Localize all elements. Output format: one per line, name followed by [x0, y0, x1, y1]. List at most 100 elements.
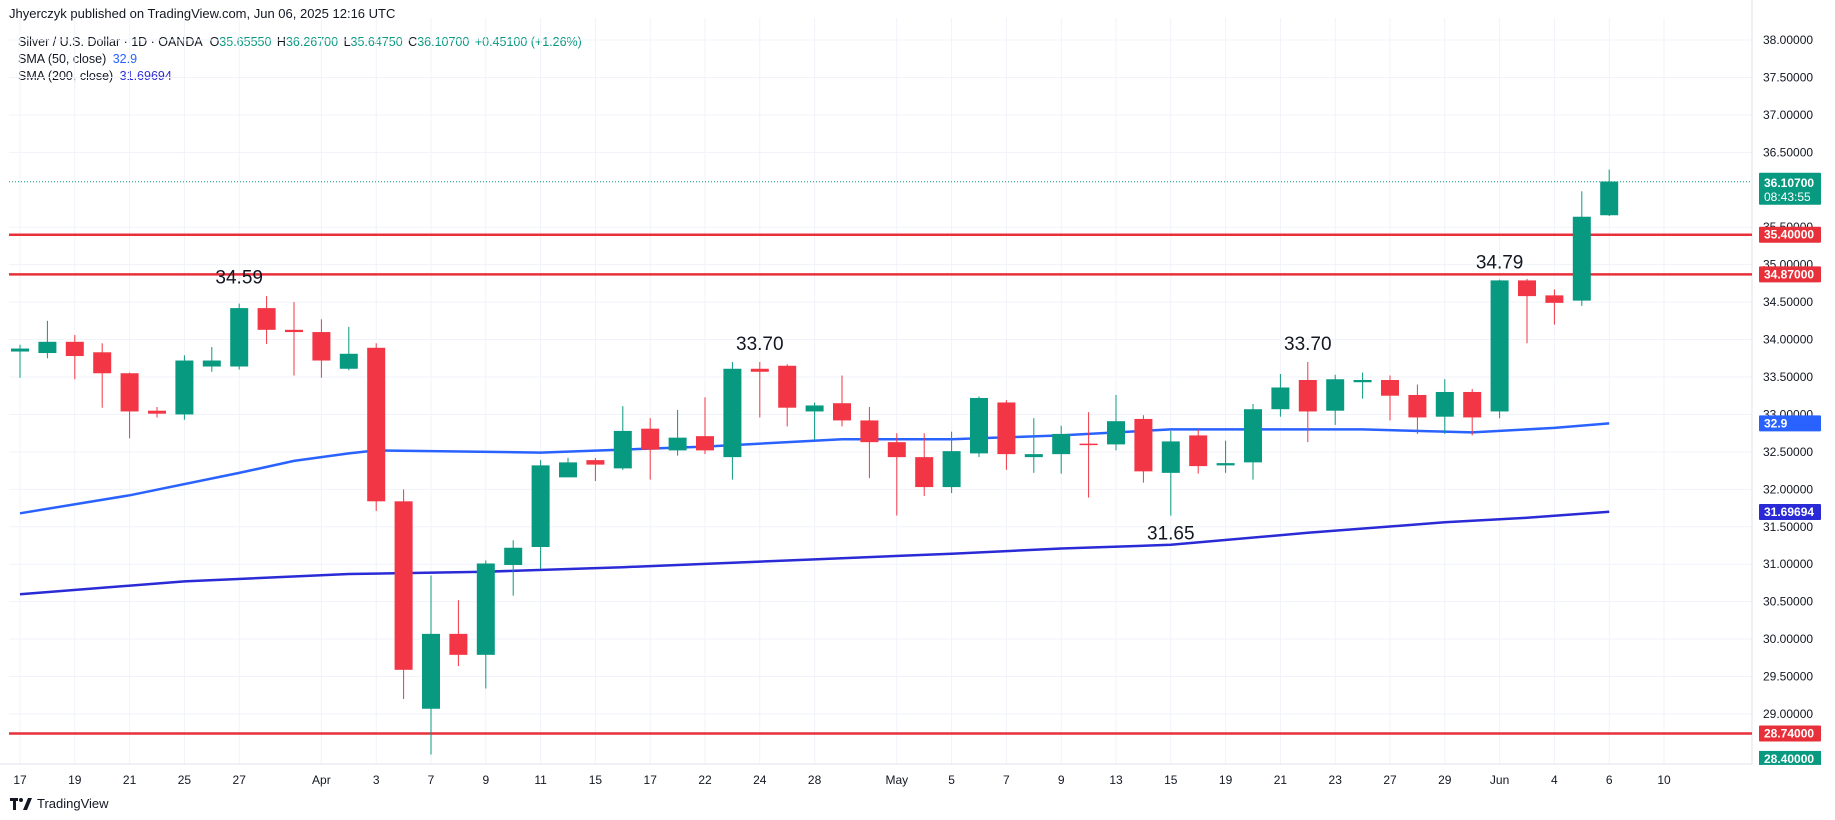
y-tick-label: 37.00000: [1763, 108, 1813, 122]
hline-price-tag-label: 35.40000: [1764, 228, 1814, 242]
legend-sma200-row[interactable]: SMA (200, close) 31.69694: [18, 68, 582, 85]
y-tick-label: 31.00000: [1763, 557, 1813, 571]
candle-body[interactable]: [750, 368, 769, 372]
x-tick-label: 11: [534, 773, 547, 787]
candle-body[interactable]: [641, 428, 660, 450]
y-tick-label: 38.00000: [1763, 33, 1813, 47]
candle-body[interactable]: [148, 410, 166, 414]
candle-body[interactable]: [778, 365, 797, 408]
candle-body[interactable]: [367, 347, 386, 502]
candle-body[interactable]: [1353, 379, 1372, 383]
candle-body[interactable]: [1518, 280, 1536, 297]
hline-price-tag-bg: [1759, 266, 1821, 283]
candle-body[interactable]: [997, 402, 1016, 455]
candle-body[interactable]: [586, 460, 605, 465]
x-tick-label: 21: [1274, 773, 1288, 787]
y-tick-label: 32.00000: [1763, 482, 1813, 496]
low-price-tag-label: 28.40000: [1764, 752, 1814, 766]
sma200-price-tag-label: 31.69694: [1764, 505, 1814, 519]
candle-body[interactable]: [613, 430, 632, 469]
candle-body[interactable]: [422, 633, 440, 709]
candle-body[interactable]: [696, 436, 714, 451]
candle-body[interactable]: [833, 403, 851, 421]
published-line: Jhyerczyk published on TradingView.com, …: [9, 6, 396, 21]
sma200-label: SMA (200, close): [18, 69, 114, 83]
candle-body[interactable]: [559, 462, 577, 478]
open-value: 35.65550: [219, 35, 272, 49]
candle-body[interactable]: [312, 332, 331, 361]
candle-body[interactable]: [1161, 441, 1180, 473]
y-tick-label: 29.00000: [1763, 707, 1813, 721]
candle-body[interactable]: [668, 437, 687, 451]
candle-body[interactable]: [339, 353, 358, 369]
candle-body[interactable]: [1271, 387, 1290, 410]
candle-body[interactable]: [1408, 394, 1427, 418]
x-tick-label: 15: [1164, 773, 1178, 787]
candle-body[interactable]: [887, 442, 906, 458]
candle-body[interactable]: [1107, 421, 1125, 445]
candle-body[interactable]: [230, 308, 249, 367]
price-annotation: 34.79: [1476, 252, 1524, 273]
candle-body[interactable]: [1435, 391, 1454, 417]
candle-body[interactable]: [11, 348, 29, 352]
candle-body[interactable]: [1244, 409, 1262, 463]
candle-body[interactable]: [285, 329, 303, 333]
candle-body[interactable]: [942, 451, 961, 488]
candle-body[interactable]: [1572, 216, 1591, 301]
high-label: H: [276, 35, 286, 49]
price-annotation: 31.65: [1147, 524, 1195, 545]
candle-body[interactable]: [257, 308, 276, 330]
price-annotation: 33.70: [1284, 334, 1332, 355]
x-tick-label: 17: [644, 773, 658, 787]
candle-body[interactable]: [1490, 280, 1509, 412]
candle-body[interactable]: [38, 341, 57, 354]
candle-body[interactable]: [1079, 443, 1098, 446]
hline-price-tag-label: 34.87000: [1764, 267, 1814, 281]
candle-body[interactable]: [1463, 391, 1482, 418]
candle-body[interactable]: [394, 501, 413, 670]
x-tick-label: 23: [1329, 773, 1343, 787]
candle-body[interactable]: [1216, 463, 1235, 466]
candle-body[interactable]: [202, 360, 221, 367]
low-price-tag-bg: [1759, 750, 1821, 765]
y-tick-label: 36.50000: [1763, 145, 1813, 159]
tradingview-brand[interactable]: TradingView: [10, 796, 109, 811]
open-label: O: [209, 35, 220, 49]
candle-body[interactable]: [65, 341, 84, 357]
candle-body[interactable]: [970, 397, 988, 454]
candle-body[interactable]: [531, 465, 550, 547]
candle-body[interactable]: [1381, 379, 1399, 396]
candle-body[interactable]: [449, 633, 468, 655]
candle-body[interactable]: [1600, 181, 1619, 216]
legend-ohlc-row: Silver / U.S. Dollar · 1D · OANDA O35.65…: [18, 34, 582, 51]
y-tick-label: 30.50000: [1763, 595, 1813, 609]
price-annotation: 33.70: [736, 334, 784, 355]
candle-body[interactable]: [476, 563, 495, 655]
sma200-value: 31.69694: [119, 69, 172, 83]
candle-body[interactable]: [1189, 435, 1208, 467]
candle-body[interactable]: [805, 405, 824, 412]
candle-body[interactable]: [1134, 418, 1153, 472]
candle-body[interactable]: [860, 420, 879, 443]
candle-body[interactable]: [93, 352, 112, 374]
hline-price-tag-bg: [1759, 226, 1821, 243]
candle-body[interactable]: [120, 373, 139, 412]
candle-body[interactable]: [175, 360, 194, 415]
candle-body[interactable]: [504, 547, 523, 565]
legend-sma50-row[interactable]: SMA (50, close) 32.9: [18, 51, 582, 68]
y-tick-label: 34.50000: [1763, 295, 1813, 309]
sma50-price-tag-bg: [1759, 415, 1821, 432]
x-tick-label: 15: [589, 773, 603, 787]
candle-body[interactable]: [1298, 379, 1317, 412]
sma50-line[interactable]: [19, 422, 1610, 515]
candle-body[interactable]: [1052, 433, 1071, 455]
candle-body[interactable]: [1326, 379, 1345, 411]
symbol-label[interactable]: Silver / U.S. Dollar · 1D · OANDA: [18, 35, 203, 49]
sma200-line[interactable]: [19, 510, 1610, 596]
candle-body[interactable]: [723, 368, 742, 458]
candle-body[interactable]: [1024, 454, 1043, 458]
last-price-countdown: 08:43:55: [1764, 190, 1811, 204]
candle-body[interactable]: [1545, 295, 1564, 303]
candle-body[interactable]: [915, 457, 934, 488]
